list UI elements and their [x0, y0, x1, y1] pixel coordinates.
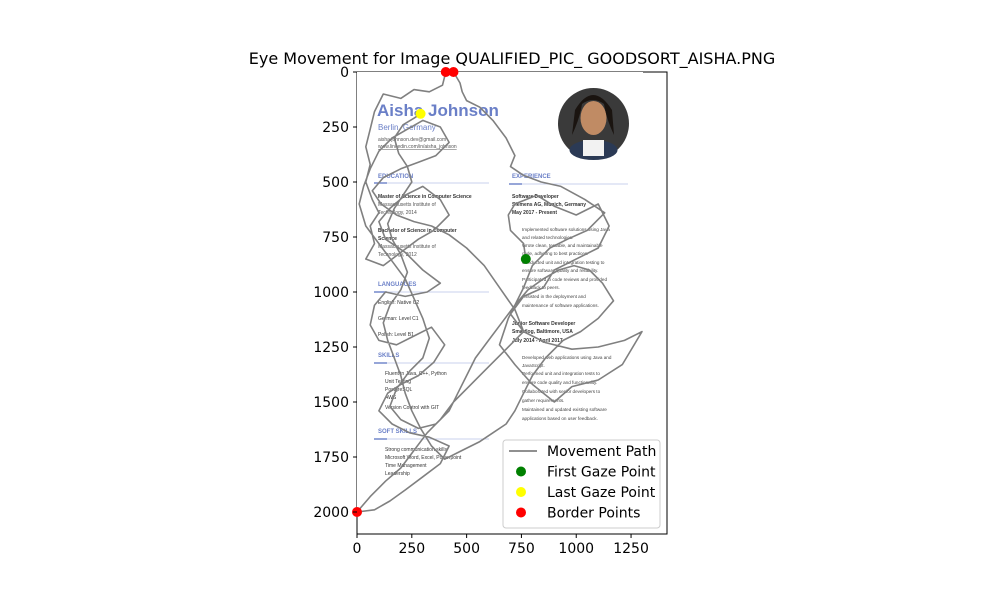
movement-path-line: [356, 71, 643, 513]
cv-skills-heading: SKILLS: [378, 353, 399, 359]
cv-job1-company: Siemens AG, Munich, Germany: [512, 202, 586, 208]
cv-lang1: English: Native C2: [378, 300, 419, 306]
y-tick-label: 0: [340, 65, 349, 81]
legend-box: [502, 439, 661, 529]
y-tick-label: 1750: [313, 450, 349, 466]
cv-job2-b4b: applications based on user feedback.: [522, 416, 598, 421]
cv-soft2: Microsoft Word, Excel, Powerpoint: [385, 455, 462, 461]
cv-job2-title: Junior Software Developer: [512, 321, 575, 327]
cv-job1-b1b: and related technologies.: [522, 235, 573, 240]
x-tick-label: 750: [508, 541, 535, 557]
cv-job1-b4b: feedback to peers.: [522, 285, 560, 290]
cv-job2-b3: Collaborated with senior developers to: [522, 389, 601, 394]
y-tick-label: 2000: [313, 505, 349, 521]
x-tick-label: 1000: [558, 541, 594, 557]
cv-job2-b2: Performed unit and integration tests to: [522, 371, 600, 376]
y-tick-label: 1500: [313, 395, 349, 411]
first-gaze-point: [520, 254, 531, 264]
cv-experience-heading: EXPERIENCE: [512, 174, 551, 180]
cv-job1-b1: Implemented software solutions using Jav…: [522, 227, 610, 232]
cv-lang2: German: Level C1: [378, 316, 419, 322]
border-point: [448, 67, 459, 77]
cv-job2-b2b: ensure code quality and functionality.: [522, 380, 597, 385]
cv-job1-b3b: ensure software quality and reliability.: [522, 268, 598, 273]
cv-skill4: AWS: [385, 395, 397, 401]
x-tick-label: 250: [398, 541, 425, 557]
border-point: [440, 67, 451, 77]
cv-job1-b2b: code, adhering to best practices.: [522, 251, 588, 256]
cv-job2-dates: July 2014 - April 2017: [512, 338, 563, 344]
legend-marker-dot: [516, 466, 526, 477]
gaze-points-layer: [352, 67, 531, 517]
legend-label: First Gaze Point: [547, 465, 656, 481]
last-gaze-point: [415, 108, 426, 119]
y-tick-label: 1000: [313, 285, 349, 301]
cv-soft-heading: SOFT SKILLS: [378, 429, 417, 435]
legend-label: Movement Path: [547, 444, 656, 460]
cv-edu1-title: Master of Science in Computer Science: [378, 194, 472, 200]
cv-email: aisha.johnson.dev@gmail.com: [378, 137, 446, 143]
cv-location: Berlin, Germany: [378, 123, 436, 132]
cv-skill5: Version Control with GIT: [385, 405, 439, 411]
cv-name: Aisha Johnson: [377, 101, 499, 120]
cv-lang3: Polish: Level B1: [378, 332, 414, 338]
cv-edu2-title: Bachelor of Science in Computer: [378, 228, 457, 234]
cv-skill1: Fluent in Java, C++, Python: [385, 371, 447, 377]
cv-edu1-place: Massachusetts Institute of: [378, 202, 436, 208]
cv-job1-title: Software Developer: [512, 194, 559, 200]
cv-link: www.linkedin.com/in/aisha_johnson: [378, 144, 457, 150]
cv-job2-b3b: gather requirements.: [522, 398, 564, 403]
cv-job2-b4: Maintained and updated existing software: [522, 407, 607, 412]
cv-job2-company: Smartlog, Baltimore, USA: [512, 329, 573, 335]
legend-marker-dot: [516, 487, 526, 497]
cv-job1-b5b: maintenance of software applications.: [522, 303, 599, 308]
x-tick-label: 500: [453, 541, 480, 557]
cv-job1-b2: Wrote clean, testable, and maintainable: [522, 243, 603, 248]
y-tick-label: 250: [322, 120, 349, 136]
cv-languages-heading: LANGUAGES: [378, 282, 416, 288]
cv-soft3: Time Management: [385, 463, 427, 469]
cv-job1-dates: May 2017 - Present: [512, 210, 557, 216]
cv-skill3: PostgreSQL: [385, 387, 412, 393]
cv-edu1-year: Technology, 2014: [378, 210, 417, 216]
cv-background-image: Aisha Johnson Berlin, Germany aisha.john…: [357, 72, 643, 512]
cv-education-heading: EDUCATION: [378, 174, 413, 180]
legend: Movement Path First Gaze Point Last Gaze P…: [502, 439, 661, 529]
chart-title: Eye Movement for Image QUALIFIED_PIC_ GO…: [249, 49, 775, 69]
x-tick-label: 0: [353, 541, 362, 557]
y-tick-label: 750: [322, 230, 349, 246]
profile-photo: [558, 88, 629, 160]
legend-label: Last Gaze Point: [547, 485, 656, 501]
cv-job2-b1: Developed web applications using Java an…: [522, 355, 612, 360]
axes: 0 250 500 750 1000 1250 0 250 500 750 1000 1250 1500…: [313, 65, 649, 557]
x-tick-label: 1250: [613, 541, 649, 557]
movement-path-layer: [356, 71, 643, 513]
cv-skill2: Unit Testing: [385, 379, 411, 385]
cv-job1-b4: Participated in code reviews and provide…: [522, 277, 607, 282]
legend-label: Border Points: [547, 506, 640, 522]
y-tick-label: 1250: [313, 340, 349, 356]
cv-soft1: Strong communication skills: [385, 447, 447, 453]
y-tick-label: 500: [322, 175, 349, 191]
cv-edu2-sub: Science: [378, 236, 397, 242]
cv-job1-b3: Conducted unit and integration testing t…: [522, 260, 605, 265]
legend-marker-dot: [516, 507, 526, 518]
cv-job2-b1b: JavaScript.: [522, 363, 545, 368]
cv-soft4: Leadership: [385, 471, 410, 477]
cv-job1-b5: Assisted in the deployment and: [522, 294, 586, 299]
